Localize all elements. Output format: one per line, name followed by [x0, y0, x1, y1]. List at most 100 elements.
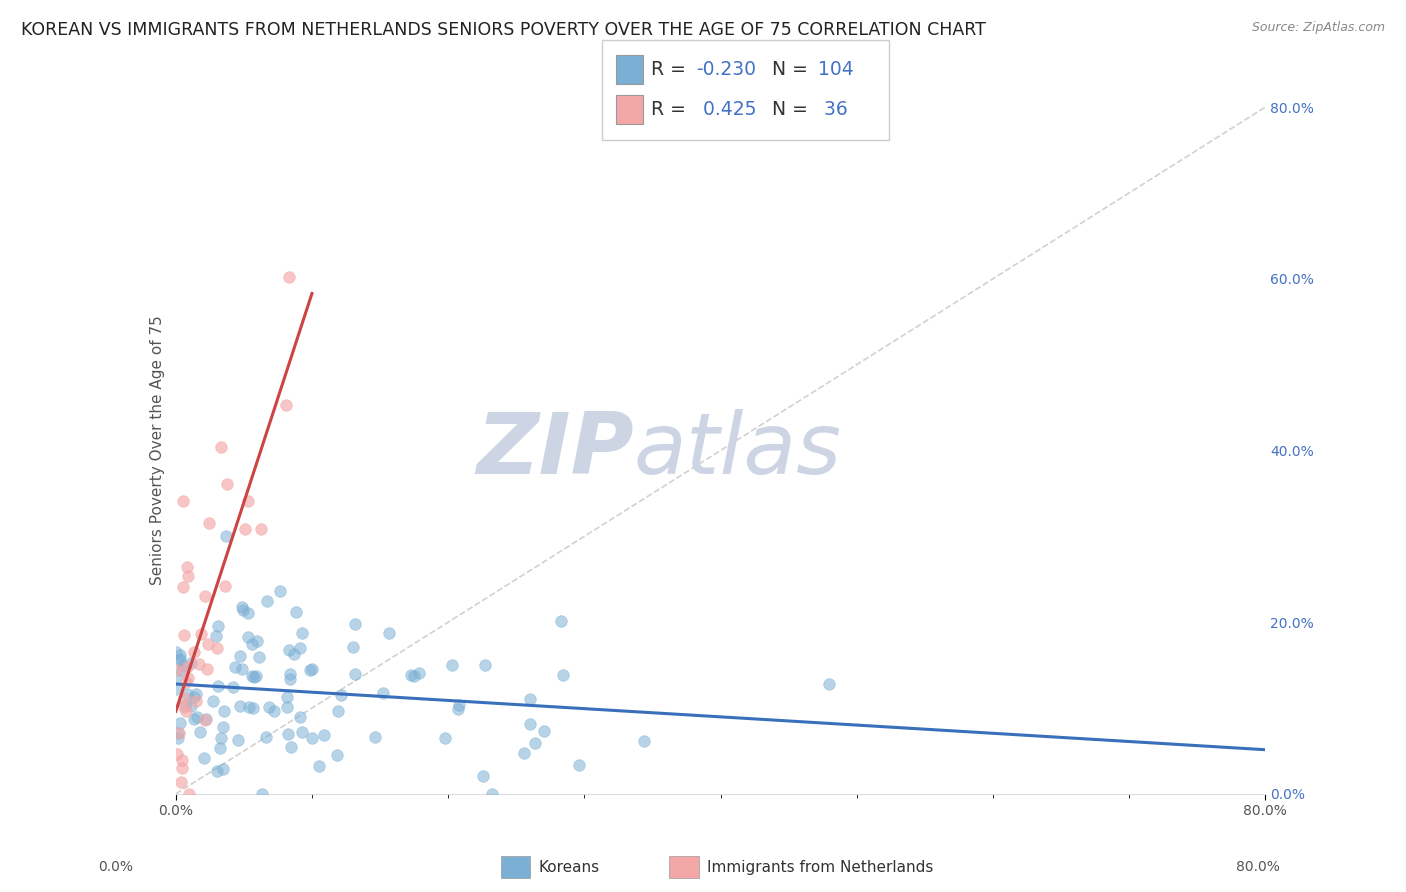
Point: [523, 736, 546, 750]
Point: [207, 679, 229, 693]
Point: [256, 594, 278, 608]
Point: [229, 648, 252, 663]
Text: 104: 104: [818, 60, 853, 79]
Point: [364, 731, 387, 745]
Text: 0.0%: 0.0%: [98, 860, 134, 874]
Bar: [616, 55, 643, 84]
Text: Source: ZipAtlas.com: Source: ZipAtlas.com: [1251, 21, 1385, 34]
Point: [326, 747, 349, 762]
Point: [177, 569, 200, 583]
Point: [243, 670, 266, 684]
Point: [170, 663, 193, 677]
Point: [170, 762, 193, 776]
Point: [204, 629, 226, 643]
Point: [187, 657, 209, 671]
Point: [329, 688, 352, 702]
Point: [301, 731, 323, 745]
Point: [214, 704, 236, 718]
Point: [343, 667, 366, 681]
Point: [259, 700, 281, 714]
Point: [169, 648, 191, 663]
Point: [308, 759, 330, 773]
Point: [228, 699, 250, 714]
Point: [551, 668, 574, 682]
Point: [172, 580, 194, 594]
Point: [254, 730, 277, 744]
Point: [194, 713, 217, 727]
Point: [212, 721, 235, 735]
Point: [404, 669, 426, 683]
Point: [169, 716, 191, 731]
Point: [232, 603, 254, 617]
Point: [280, 739, 302, 754]
Point: [277, 270, 299, 285]
Point: [252, 787, 274, 801]
Point: [195, 662, 218, 676]
Point: [167, 726, 190, 740]
Point: [250, 522, 273, 536]
Point: [172, 494, 194, 508]
Point: [433, 731, 456, 745]
Point: [342, 640, 364, 654]
Point: [373, 686, 395, 700]
Point: [236, 606, 259, 620]
Point: [236, 494, 259, 508]
Point: [194, 590, 217, 604]
Point: [550, 614, 572, 628]
Point: [215, 528, 238, 542]
Text: ZIP: ZIP: [475, 409, 633, 492]
Y-axis label: Seniors Poverty Over the Age of 75: Seniors Poverty Over the Age of 75: [149, 316, 165, 585]
Point: [633, 734, 655, 748]
Point: [179, 787, 201, 801]
Bar: [669, 855, 699, 879]
Point: [183, 690, 205, 705]
Point: [173, 700, 195, 714]
Point: [174, 675, 197, 690]
Point: [173, 690, 195, 705]
Point: [186, 687, 208, 701]
Point: [408, 665, 430, 680]
Bar: [501, 855, 530, 879]
Point: [231, 599, 253, 614]
Text: 80.0%: 80.0%: [1236, 860, 1279, 874]
Text: N =: N =: [772, 60, 808, 79]
Point: [166, 725, 188, 739]
Point: [298, 663, 321, 677]
Point: [190, 626, 212, 640]
Point: [245, 669, 267, 683]
Point: [533, 723, 555, 738]
Point: [240, 669, 263, 683]
Point: [217, 477, 239, 491]
Point: [274, 398, 297, 412]
Point: [209, 440, 232, 454]
Point: [378, 626, 401, 640]
Point: [343, 617, 366, 632]
Point: [481, 787, 503, 801]
Bar: [616, 95, 643, 124]
Point: [269, 584, 291, 599]
Point: [209, 731, 232, 745]
Text: Immigrants from Netherlands: Immigrants from Netherlands: [707, 860, 934, 874]
Point: [440, 657, 463, 672]
Point: [188, 725, 211, 739]
Point: [326, 704, 349, 718]
Point: [291, 725, 314, 739]
Point: [212, 762, 235, 776]
Point: [228, 732, 250, 747]
Point: [276, 699, 298, 714]
Point: [165, 645, 187, 659]
Point: [246, 634, 269, 648]
Point: [472, 769, 495, 783]
Point: [180, 657, 202, 671]
Point: [174, 704, 197, 718]
Point: [165, 682, 187, 697]
Point: [278, 643, 301, 657]
Point: [231, 662, 253, 676]
Point: [167, 653, 190, 667]
Point: [166, 663, 188, 677]
Point: [214, 579, 236, 593]
Text: -0.230: -0.230: [696, 60, 756, 79]
Point: [240, 637, 263, 651]
Text: R =: R =: [651, 100, 686, 120]
Text: atlas: atlas: [633, 409, 841, 492]
